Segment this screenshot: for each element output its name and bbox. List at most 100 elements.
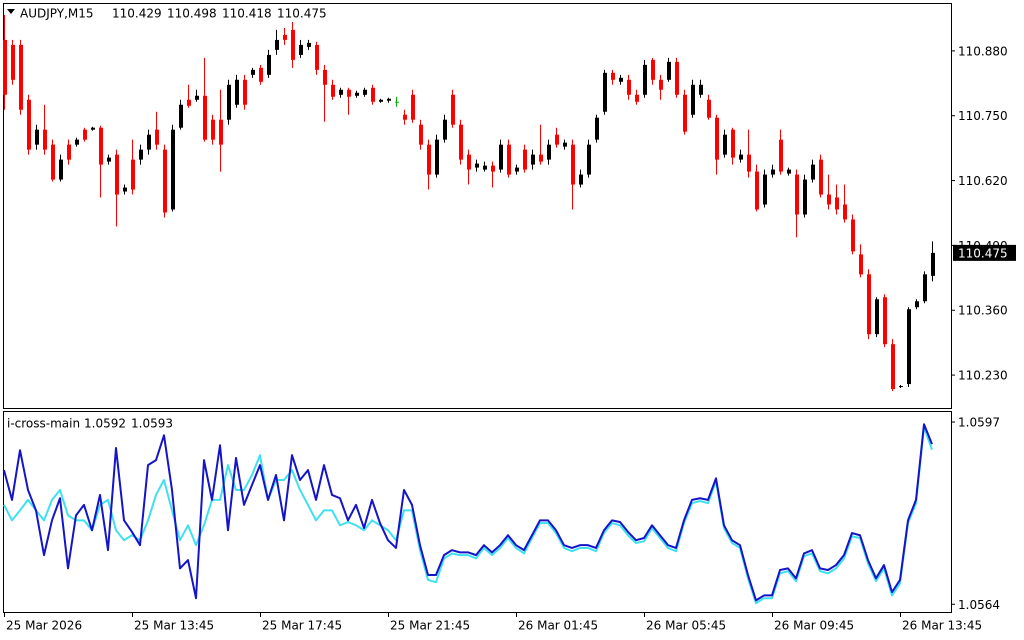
candle-body: [795, 174, 799, 215]
candle-body: [27, 99, 31, 150]
candle-body: [379, 99, 383, 102]
candle-body: [587, 144, 591, 175]
candle-body: [291, 29, 295, 60]
candle-body: [683, 94, 687, 132]
candle-body: [499, 144, 503, 170]
candle-body: [675, 61, 679, 95]
high-price: 110.498: [167, 7, 217, 21]
candle-body: [99, 127, 103, 165]
candle-body: [731, 129, 735, 158]
y-tick-label: 1.0597: [958, 416, 1000, 430]
indicator-title: i-cross-main: [7, 417, 80, 431]
candle-body: [507, 144, 511, 175]
candle-body: [11, 44, 15, 80]
candle-body: [323, 69, 327, 85]
candle-body: [275, 39, 279, 50]
candle-body: [643, 64, 647, 95]
candle-body: [451, 94, 455, 125]
candle-body: [843, 204, 847, 220]
candle-body: [411, 94, 415, 120]
x-tick-label: 26 Mar 05:45: [646, 619, 726, 633]
candle-body: [867, 274, 871, 335]
candle-body: [83, 129, 87, 140]
candle-body: [515, 167, 519, 172]
candle-body: [91, 127, 95, 130]
candle-body: [563, 142, 567, 147]
x-tick-label: 26 Mar 09:45: [774, 619, 854, 633]
x-tick-label: 25 Mar 21:45: [390, 619, 470, 633]
indicator-value: 1.0592: [84, 417, 126, 431]
candle-body: [747, 154, 751, 172]
candle-body: [51, 144, 55, 180]
candle-body: [299, 44, 303, 55]
candle-body: [475, 163, 479, 168]
candle-body: [75, 139, 79, 145]
candle-body: [115, 154, 119, 195]
candle-body: [603, 72, 607, 112]
candle-body: [547, 144, 551, 160]
candle-body: [539, 154, 543, 162]
candle-body: [251, 69, 255, 75]
candle-body: [19, 44, 23, 110]
candle-body: [315, 44, 319, 70]
candle-body: [659, 79, 663, 90]
candle-body: [611, 72, 615, 80]
candle-body: [155, 129, 159, 145]
candle-body: [147, 134, 151, 150]
candle-body: [35, 129, 39, 145]
indicator-panel: [3, 411, 952, 613]
candle-body: [555, 134, 559, 145]
candle-body: [491, 165, 495, 172]
low-price: 110.418: [222, 7, 272, 21]
candle-body: [187, 99, 191, 106]
candle-body: [483, 165, 487, 170]
y-tick-label: 1.0564: [958, 598, 1000, 612]
candle-body: [891, 344, 895, 390]
candle-body: [355, 92, 359, 96]
candle-body: [571, 144, 575, 185]
candle-body: [443, 119, 447, 140]
candle-body: [67, 144, 71, 160]
candle-body: [811, 164, 815, 180]
candle-body: [131, 159, 135, 190]
candle-body: [219, 119, 223, 145]
candle-body: [723, 134, 727, 155]
candle-body: [835, 197, 839, 210]
candle-body: [403, 114, 407, 120]
candle-body: [763, 174, 767, 205]
candle-body: [227, 84, 231, 120]
candle-body: [387, 98, 391, 101]
candle-body: [771, 169, 775, 175]
candle-body: [883, 297, 887, 345]
candle-body: [627, 79, 631, 95]
candle-body: [787, 169, 791, 174]
symbol-menu-arrow[interactable]: [7, 9, 15, 14]
candle-body: [875, 299, 879, 335]
candle-body: [531, 154, 535, 165]
candle-body: [339, 89, 343, 95]
y-tick-label: 110.880: [958, 44, 1008, 58]
current-price-box: [953, 244, 1016, 261]
y-tick-label: 110.750: [958, 109, 1008, 123]
current-price-label: 110.475: [958, 246, 1008, 260]
candle-body: [699, 84, 703, 95]
candle-body: [307, 42, 311, 47]
candle-body: [283, 34, 287, 40]
y-tick-label: 110.230: [958, 369, 1008, 383]
candle-body: [803, 179, 807, 215]
candle-body: [779, 139, 783, 172]
y-tick-label: 110.620: [958, 174, 1008, 188]
candle-body: [651, 59, 655, 80]
candle-body: [899, 386, 903, 388]
candle-body: [859, 254, 863, 275]
candle-body: [347, 89, 351, 97]
indicator-line: [3, 423, 933, 602]
candle-body: [211, 119, 215, 140]
candle-body: [267, 54, 271, 75]
candle-body: [171, 129, 175, 210]
candle-body: [243, 79, 247, 105]
candle-body: [331, 84, 335, 97]
candle-body: [579, 174, 583, 185]
candle-body: [259, 67, 263, 82]
